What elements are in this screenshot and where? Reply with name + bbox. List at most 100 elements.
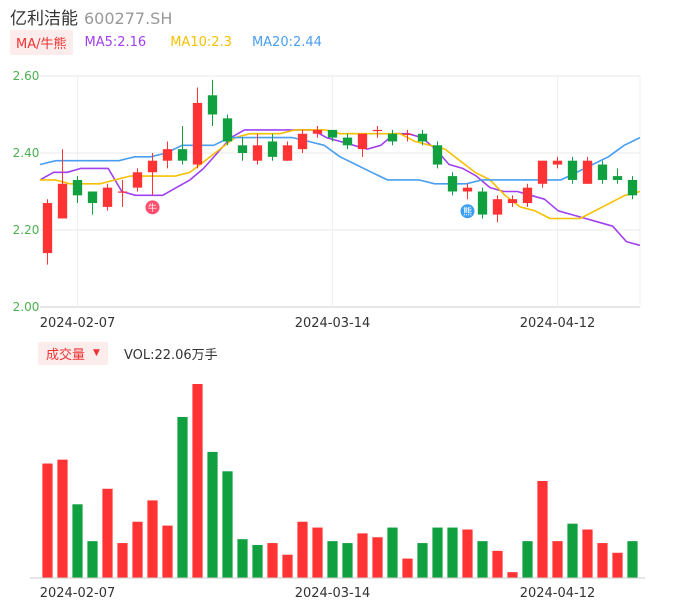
candle-body <box>447 176 458 192</box>
volume-bar <box>462 529 473 578</box>
candle <box>387 129 398 146</box>
x-tick-label: 2024-02-07 <box>40 316 116 331</box>
volume-bar <box>87 541 98 578</box>
volume-toggle-label: 成交量 <box>46 347 86 363</box>
candle <box>147 153 158 196</box>
volume-bar <box>297 521 308 578</box>
badge-text: 牛 <box>148 202 157 214</box>
candle <box>477 187 488 219</box>
candle <box>522 183 533 207</box>
volume-x-tick-label: 2024-03-14 <box>295 586 371 601</box>
candle-body <box>567 160 578 180</box>
candle-body <box>177 149 188 161</box>
volume-bar <box>612 552 623 578</box>
x-tick-label: 2024-03-14 <box>295 316 371 331</box>
candle <box>327 129 338 142</box>
volume-bar <box>447 527 458 578</box>
candle <box>417 129 428 146</box>
candle-body <box>222 118 233 142</box>
volume-value: VOL:22.06万手 <box>123 347 218 363</box>
candle <box>597 160 608 184</box>
candle-body <box>237 145 248 153</box>
volume-bar <box>147 500 158 578</box>
candle-body <box>507 199 518 204</box>
y-tick-label: 2.00 <box>13 300 40 314</box>
candle-body <box>357 133 368 150</box>
volume-bar <box>267 543 278 578</box>
candle-body <box>537 160 548 184</box>
candle-body <box>627 179 638 196</box>
badge-text: 熊 <box>463 206 472 218</box>
volume-bar <box>42 463 53 578</box>
volume-bar <box>492 550 503 578</box>
candle-body <box>162 149 173 161</box>
bull-badge-icon: 牛 <box>143 198 162 217</box>
candle <box>132 168 143 192</box>
candle-body <box>552 160 563 165</box>
candle-body <box>207 95 218 115</box>
candle <box>492 195 503 223</box>
y-tick-label: 2.60 <box>13 69 40 83</box>
volume-bar <box>222 471 233 578</box>
candle-body <box>102 187 113 207</box>
ma20-value: MA20:2.44 <box>251 34 322 50</box>
volume-bar <box>567 523 578 578</box>
stock-name: 亿利洁能 <box>10 9 78 29</box>
volume-bar <box>177 416 188 578</box>
volume-bar <box>522 541 533 578</box>
candle <box>87 191 98 215</box>
candle-body <box>492 199 503 215</box>
candle-body <box>597 164 608 180</box>
candle-body <box>462 187 473 192</box>
volume-bar <box>597 543 608 578</box>
candle <box>552 156 563 169</box>
candle-body <box>432 145 443 165</box>
volume-bar <box>282 554 293 578</box>
candle <box>222 114 233 146</box>
candle-body <box>42 203 53 254</box>
volume-toggle-button[interactable]: 成交量 ▼ <box>38 341 108 365</box>
volume-bar <box>432 527 443 578</box>
candle <box>192 87 203 169</box>
candle <box>162 141 173 169</box>
volume-bar <box>192 384 203 578</box>
volume-legend: 成交量 ▼ VOL:22.06万手 <box>38 341 218 365</box>
candle <box>177 126 188 165</box>
volume-bar <box>582 529 593 578</box>
candle-body <box>372 129 383 132</box>
bear-badge-icon: 熊 <box>458 202 477 221</box>
ma5-value: MA5:2.16 <box>84 34 147 50</box>
candle-body <box>402 133 413 135</box>
candle-body <box>417 133 428 142</box>
candle <box>567 156 578 184</box>
volume-bar <box>252 545 263 578</box>
candle-body <box>612 176 623 180</box>
badge-circle <box>458 202 477 221</box>
volume-bar <box>72 504 83 578</box>
volume-bar <box>357 533 368 578</box>
candle-body <box>132 172 143 188</box>
candle <box>42 199 53 265</box>
ma5-line <box>39 129 641 247</box>
candle-body <box>477 191 488 215</box>
volume-bar <box>342 543 353 578</box>
candle <box>102 183 113 211</box>
candle-body <box>582 160 593 184</box>
candle <box>207 79 218 127</box>
ma-toggle-button[interactable]: MA/牛熊 <box>10 29 73 55</box>
y-tick-label: 2.40 <box>13 146 40 160</box>
volume-bar <box>102 488 113 578</box>
volume-bar <box>552 541 563 578</box>
candle-body <box>117 191 128 193</box>
x-tick-label: 2024-04-12 <box>520 316 596 331</box>
candle-body <box>282 145 293 161</box>
candle <box>282 141 293 161</box>
volume-bar <box>507 572 518 578</box>
y-tick-label: 2.20 <box>13 223 40 237</box>
candle-body <box>342 137 353 146</box>
stock-code: 600277.SH <box>84 9 173 28</box>
candle <box>57 149 68 219</box>
volume-bar <box>387 527 398 578</box>
candle-body <box>252 145 263 161</box>
